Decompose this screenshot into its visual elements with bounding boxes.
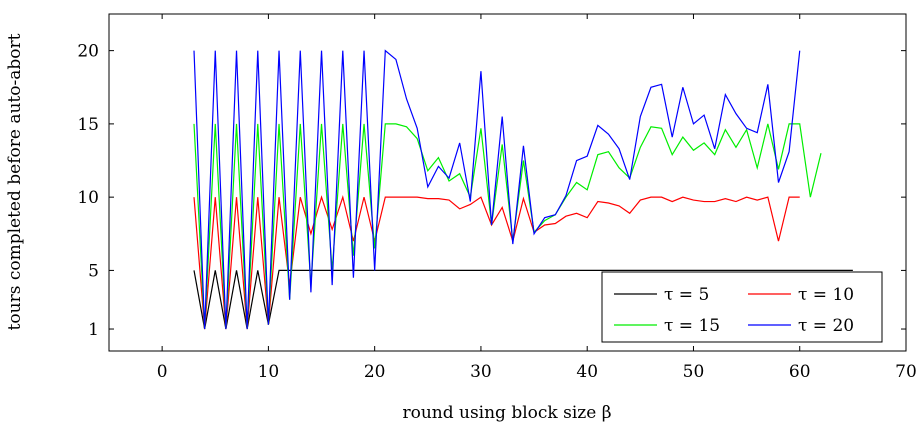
series-line-tau15: [193, 123, 822, 330]
y-axis-label: tours completed before auto-abort: [5, 33, 25, 330]
legend-label-tau20: τ = 20: [798, 316, 854, 336]
x-tick-label: 60: [789, 362, 811, 382]
y-tick-label: 15: [77, 115, 99, 135]
x-tick-label: 20: [364, 362, 386, 382]
x-axis: 0 10 20 30 40 50 60 70: [157, 14, 917, 382]
plot-frame: [108, 13, 907, 352]
legend-label-tau5: τ = 5: [664, 285, 709, 305]
series-line-tau5: [193, 269, 853, 330]
series-layer: [193, 49, 853, 330]
y-tick-label: 20: [77, 42, 99, 62]
x-tick-label: 30: [470, 362, 492, 382]
x-tick-label: 10: [258, 362, 280, 382]
legend-box: [601, 271, 883, 343]
legend: τ = 5 τ = 10 τ = 15 τ = 20: [601, 271, 883, 343]
legend-label-tau10: τ = 10: [798, 285, 854, 305]
x-tick-label: 50: [683, 362, 705, 382]
x-tick-label: 0: [157, 362, 168, 382]
y-tick-label: 10: [77, 188, 99, 208]
x-tick-label: 70: [895, 362, 917, 382]
y-tick-label: 1: [88, 320, 99, 340]
series-line-tau20: [193, 49, 801, 330]
x-tick-label: 40: [576, 362, 598, 382]
series-line-tau10: [193, 194, 800, 330]
legend-label-tau15: τ = 15: [664, 316, 720, 336]
y-tick-label: 5: [88, 261, 99, 281]
x-axis-label: round using block size β: [402, 403, 611, 423]
